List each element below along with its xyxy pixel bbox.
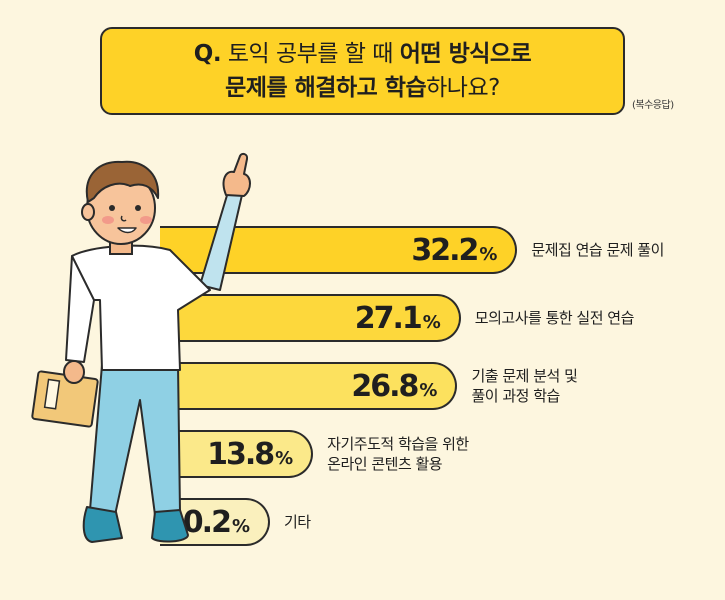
- bar-value-label: 0.2%: [183, 505, 250, 540]
- category-label-line: 풀이 과정 학습: [471, 387, 560, 405]
- question-text-bold-2: 문제를 해결하고 학습: [225, 75, 427, 101]
- category-label-line: 온라인 콘텐츠 활용: [327, 455, 443, 473]
- category-label: 기타: [284, 512, 311, 532]
- bar-value: 13.8: [207, 436, 275, 472]
- bar-value: 0.2: [182, 504, 232, 540]
- bar-value: 27.1: [354, 300, 423, 336]
- bar-value: 32.2: [411, 232, 479, 268]
- category-label: 문제집 연습 문제 풀이: [531, 240, 664, 260]
- multiple-response-note: (복수응답): [632, 100, 674, 111]
- bar-value-label: 13.8%: [207, 437, 293, 472]
- question-text-plain-2: 하나요?: [426, 75, 500, 101]
- bar-value-label: 32.2%: [411, 233, 497, 268]
- question-line-1: Q. 토익 공부를 할 때 어떤 방식으로: [193, 37, 532, 71]
- bar-value-unit: %: [275, 447, 294, 469]
- category-label-line: 문제집 연습 문제 풀이: [531, 241, 664, 259]
- bar-value: 26.8: [351, 368, 419, 404]
- question-line-2: 문제를 해결하고 학습하나요?: [225, 71, 500, 105]
- category-label-line: 기타: [284, 513, 311, 531]
- bar: 26.8%: [160, 362, 458, 410]
- bar-value-unit: %: [479, 243, 498, 265]
- bar-value-label: 27.1%: [355, 301, 441, 336]
- question-box: Q. 토익 공부를 할 때 어떤 방식으로 문제를 해결하고 학습하나요?: [100, 27, 625, 115]
- question-text-plain-1: 토익 공부를 할 때: [227, 41, 394, 67]
- person-illustration: [31, 152, 251, 543]
- question-label: Q.: [193, 41, 222, 67]
- category-label-line: 기출 문제 분석 및: [471, 367, 578, 385]
- bar-value-label: 26.8%: [351, 369, 437, 404]
- category-label: 모의고사를 통한 실전 연습: [474, 308, 635, 328]
- category-label-line: 모의고사를 통한 실전 연습: [474, 309, 635, 327]
- question-text-bold-1: 어떤 방식으로: [399, 41, 532, 67]
- category-label-line: 자기주도적 학습을 위한: [327, 435, 469, 453]
- bar: 13.8%: [160, 430, 314, 478]
- bar-value-unit: %: [422, 311, 441, 333]
- bar-value-unit: %: [419, 379, 438, 401]
- bar: 27.1%: [160, 294, 461, 342]
- bar-value-unit: %: [231, 515, 250, 537]
